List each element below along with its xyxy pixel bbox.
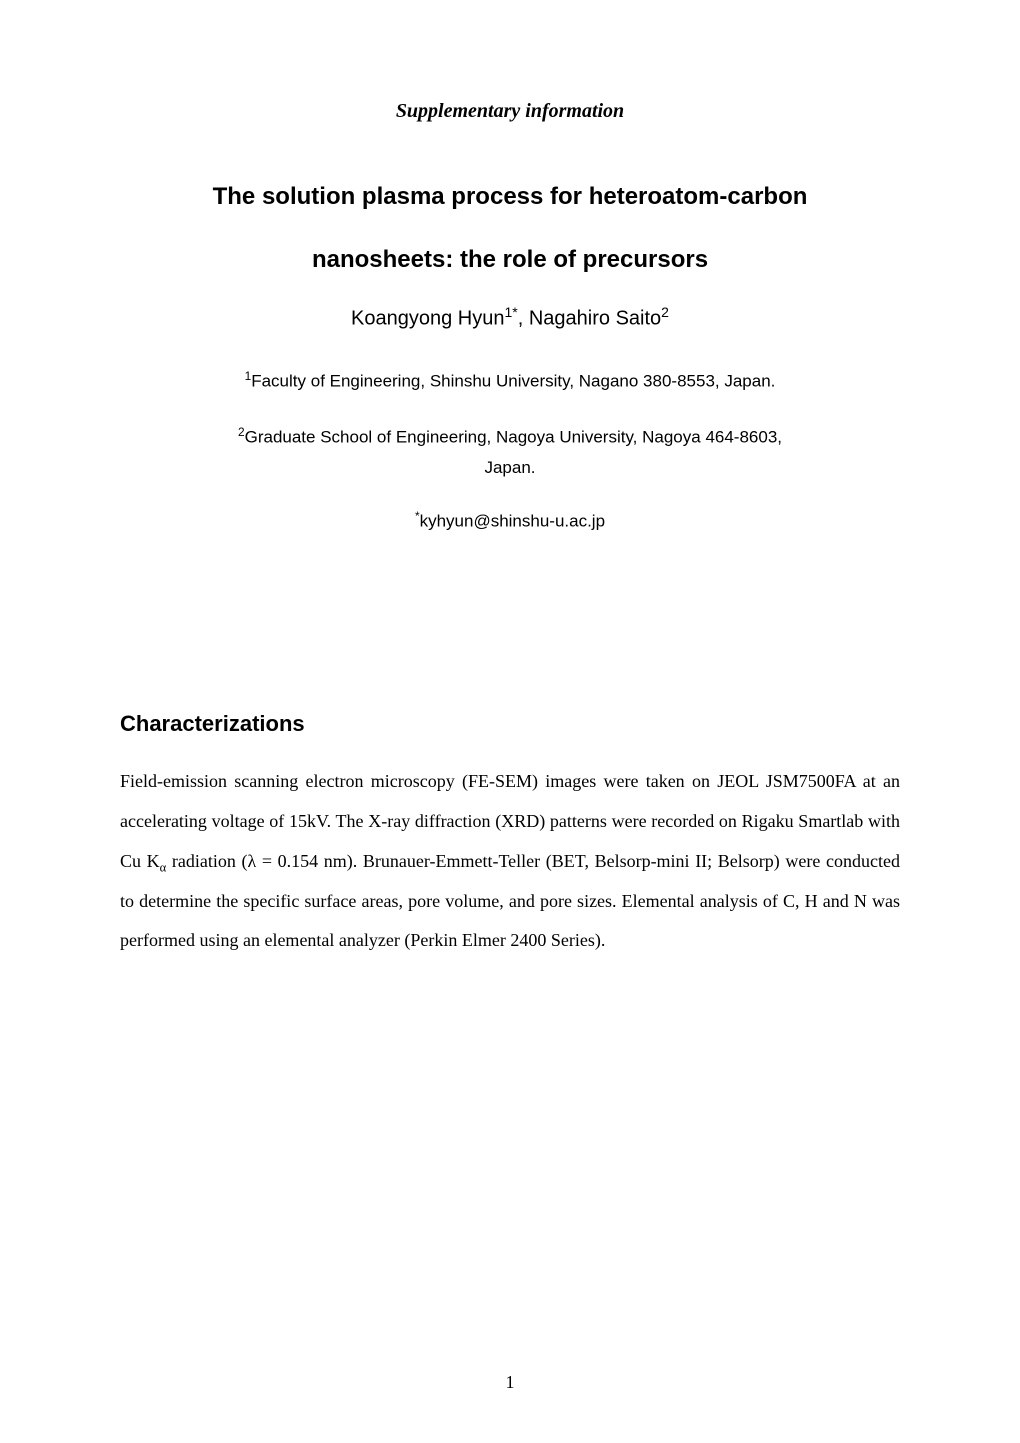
affiliation-2-text-line2: Japan.: [484, 458, 535, 477]
email-address: kyhyun@shinshu-u.ac.jp: [420, 511, 605, 530]
corresponding-email: *kyhyun@shinshu-u.ac.jp: [120, 509, 900, 532]
supplementary-header: Supplementary information: [120, 100, 900, 123]
title-line-1: The solution plasma process for heteroat…: [120, 183, 900, 211]
author-1-name: Koangyong Hyun: [351, 308, 504, 330]
section-heading: Characterizations: [120, 711, 900, 737]
affiliation-2-sup: 2: [238, 425, 245, 439]
affiliation-1: 1Faculty of Engineering, Shinshu Univers…: [120, 366, 900, 397]
authors: Koangyong Hyun1*, Nagahiro Saito2: [120, 304, 900, 331]
author-2-name: Nagahiro Saito: [529, 308, 661, 330]
page-number: 1: [0, 1372, 1020, 1393]
author-separator: ,: [518, 308, 529, 330]
affiliation-2-text-line1: Graduate School of Engineering, Nagoya U…: [245, 428, 782, 447]
affiliation-2: 2Graduate School of Engineering, Nagoya …: [120, 422, 900, 484]
affiliation-1-text: Faculty of Engineering, Shinshu Universi…: [251, 371, 775, 390]
author-1-sup: 1*: [504, 304, 517, 320]
body-paragraph: Field-emission scanning electron microsc…: [120, 762, 900, 961]
author-2-sup: 2: [661, 304, 669, 320]
body-part-2: radiation (λ = 0.154 nm). Brunauer-Emmet…: [120, 851, 900, 951]
title-line-2: nanosheets: the role of precursors: [120, 246, 900, 274]
